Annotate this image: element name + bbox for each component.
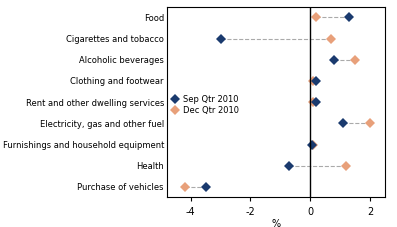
X-axis label: %: %	[272, 219, 280, 227]
Legend: Sep Qtr 2010, Dec Qtr 2010: Sep Qtr 2010, Dec Qtr 2010	[171, 95, 239, 115]
